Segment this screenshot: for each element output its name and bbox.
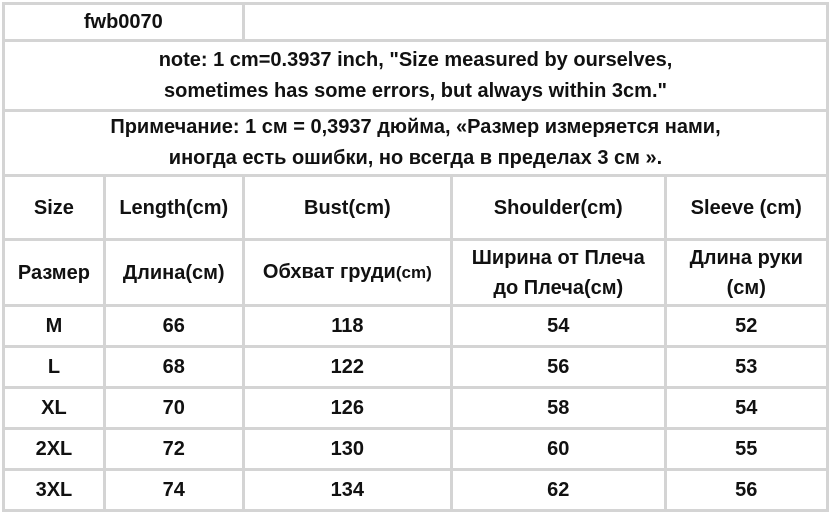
note-en: note: 1 cm=0.3937 inch, "Size measured b… <box>2 39 829 112</box>
header-shoulder: Shoulder(cm) <box>450 174 667 241</box>
header-bust: Bust(cm) <box>241 174 454 241</box>
table-row: 3XL 74 134 62 56 <box>2 468 829 512</box>
note-ru-row: Примечание: 1 см = 0,3937 дюйма, «Размер… <box>2 109 829 177</box>
table-row: 2XL 72 130 60 55 <box>2 427 829 471</box>
header-en-row: Size Length(cm) Bust(cm) Shoulder(cm) Sl… <box>2 174 829 241</box>
note-en-row: note: 1 cm=0.3937 inch, "Size measured b… <box>2 39 829 112</box>
cell-length: 70 <box>102 386 245 430</box>
note-ru-line: Примечание: 1 см = 0,3937 дюйма, «Размер… <box>110 116 721 138</box>
cell-shoulder: 54 <box>450 304 667 348</box>
cell-size: XL <box>2 386 106 430</box>
cell-shoulder: 58 <box>450 386 667 430</box>
cell-length: 74 <box>102 468 245 512</box>
cell-bust: 118 <box>241 304 454 348</box>
cell-size: L <box>2 345 106 389</box>
table-row: M 66 118 54 52 <box>2 304 829 348</box>
note-en-line: note: 1 cm=0.3937 inch, "Size measured b… <box>158 48 673 71</box>
cell-length: 72 <box>102 427 245 471</box>
cell-bust: 134 <box>241 468 454 512</box>
note-ru-line: иногда есть ошибки, но всегда в пределах… <box>168 147 663 169</box>
cell-bust: 126 <box>241 386 454 430</box>
title-row: fwb0070 <box>2 2 829 42</box>
note-ru: Примечание: 1 см = 0,3937 дюйма, «Размер… <box>2 109 829 177</box>
header-ru-length: Длина(см) <box>102 238 245 307</box>
table-row: L 68 122 56 53 <box>2 345 829 389</box>
shoulder-line: Ширина от Плеча <box>471 246 645 269</box>
bust-unit: (cm) <box>395 263 432 282</box>
sleeve-line: (см) <box>726 276 766 299</box>
cell-length: 66 <box>102 304 245 348</box>
cell-size: 2XL <box>2 427 106 471</box>
header-length: Length(cm) <box>102 174 245 241</box>
header-ru-shoulder: Ширина от Плеча до Плеча(см) <box>450 238 667 307</box>
cell-bust: 122 <box>241 345 454 389</box>
sleeve-line: Длина руки <box>689 246 803 269</box>
cell-size: M <box>2 304 106 348</box>
header-ru-bust: Обхват груди(cm) <box>241 238 454 307</box>
cell-sleeve: 53 <box>663 345 829 389</box>
cell-sleeve: 52 <box>663 304 829 348</box>
shoulder-line: до Плеча(см) <box>493 276 624 299</box>
header-sleeve: Sleeve (cm) <box>663 174 829 241</box>
cell-size: 3XL <box>2 468 106 512</box>
header-ru-row: Размер Длина(см) Обхват груди(cm) Ширина… <box>2 238 829 307</box>
cell-shoulder: 56 <box>450 345 667 389</box>
cell-sleeve: 55 <box>663 427 829 471</box>
cell-shoulder: 60 <box>450 427 667 471</box>
header-ru-sleeve: Длина руки (см) <box>663 238 829 307</box>
cell-shoulder: 62 <box>450 468 667 512</box>
bust-label: Обхват груди <box>262 261 396 283</box>
header-size: Size <box>2 174 106 241</box>
table-row: XL 70 126 58 54 <box>2 386 829 430</box>
model-code: fwb0070 <box>2 2 245 42</box>
empty-cell <box>241 2 829 42</box>
cell-sleeve: 54 <box>663 386 829 430</box>
cell-sleeve: 56 <box>663 468 829 512</box>
note-en-line: sometimes has some errors, but always wi… <box>164 79 667 102</box>
cell-bust: 130 <box>241 427 454 471</box>
cell-length: 68 <box>102 345 245 389</box>
header-ru-size: Размер <box>2 238 106 307</box>
